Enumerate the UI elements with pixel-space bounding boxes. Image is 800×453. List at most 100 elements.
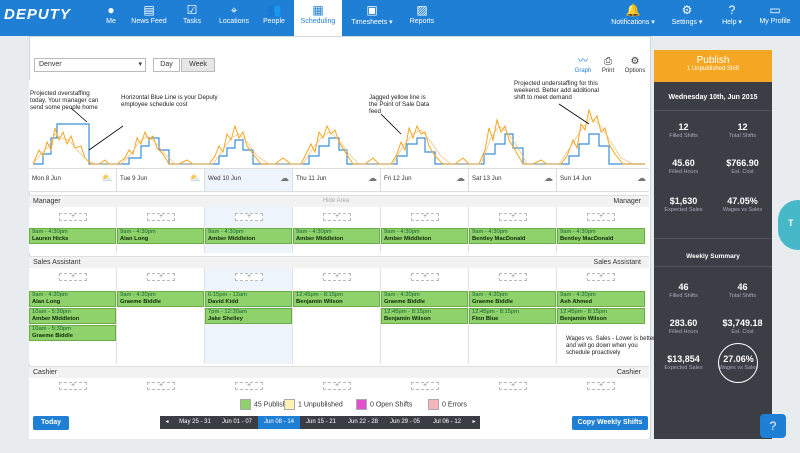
shift-card[interactable]: 12:45pm - 8:15pm Benjamin Wilson bbox=[381, 308, 468, 324]
add-shift-button[interactable]: + bbox=[147, 273, 175, 281]
stat-day-expected-sales: $1,630 Expected Sales bbox=[664, 196, 703, 213]
copy-weekly-shifts-button[interactable]: Copy Weekly Shifts bbox=[572, 416, 648, 430]
pos-sales-line-2 bbox=[32, 117, 634, 165]
add-shift-button[interactable]: + bbox=[235, 213, 263, 221]
day-tue[interactable]: Tue 9 Jun ⛅ bbox=[117, 169, 205, 191]
shift-card[interactable]: 9am - 4:30pm Alan Long bbox=[117, 228, 204, 244]
day-wed[interactable]: Wed 10 Jun ☁ bbox=[205, 169, 293, 191]
nav-locations[interactable]: ⌖ Locations bbox=[214, 0, 254, 36]
stat-day-est-cost: $766.90 Est. Cost bbox=[726, 158, 759, 175]
shift-card[interactable]: 9am - 4:30pm Bentley MacDonald bbox=[469, 228, 556, 244]
area-sales-header: Sales Assistant Sales Assistant bbox=[29, 256, 649, 268]
day-fri[interactable]: Fri 12 Jun ☁ bbox=[381, 169, 469, 191]
week-option[interactable]: Jun 22 - 28 bbox=[347, 419, 379, 425]
shift-card[interactable]: 9am - 4:30pm Bentley MacDonald bbox=[557, 228, 645, 244]
shift-card[interactable]: 10am - 5:30pm Amber Middleton bbox=[29, 308, 116, 324]
chat-bubble[interactable]: T bbox=[778, 200, 800, 250]
week-option[interactable]: Jul 06 - 12 bbox=[432, 419, 462, 425]
add-shift-button[interactable]: + bbox=[499, 213, 527, 221]
shift-card[interactable]: 12:45pm - 8:15pm Benjamin Wilson bbox=[293, 291, 380, 307]
add-shift-button[interactable]: + bbox=[499, 273, 527, 281]
nav-scheduling[interactable]: ▦ Scheduling bbox=[294, 0, 342, 36]
add-shift-button[interactable]: + bbox=[587, 382, 615, 390]
day-mon[interactable]: Mon 8 Jun ⛅ bbox=[29, 169, 117, 191]
location-select[interactable]: Denver ▾ bbox=[34, 58, 146, 72]
nav-reports[interactable]: ▨ Reports bbox=[402, 0, 442, 36]
nav-me[interactable]: ● Me bbox=[95, 0, 127, 36]
week-option[interactable]: May 25 - 31 bbox=[179, 419, 211, 425]
nav-profile[interactable]: ▭ My Profile bbox=[752, 0, 798, 36]
shift-card[interactable]: 9am - 4:30pm Amber Middleton bbox=[381, 228, 468, 244]
shift-card[interactable]: 12:45pm - 8:15pm Finn Blue bbox=[469, 308, 556, 324]
nav-tasks[interactable]: ☑ Tasks bbox=[172, 0, 212, 36]
add-shift-button[interactable]: + bbox=[59, 382, 87, 390]
week-next-icon[interactable]: ▸ bbox=[472, 419, 476, 425]
add-shift-button[interactable]: + bbox=[59, 213, 87, 221]
nav-help[interactable]: ? Help ▾ bbox=[714, 0, 750, 36]
shift-card[interactable]: 12:45pm - 8:15pm Benjamin Wilson bbox=[557, 308, 645, 324]
week-view-button[interactable]: Week bbox=[181, 58, 215, 72]
add-shift-button[interactable]: + bbox=[587, 273, 615, 281]
add-shift-button[interactable]: + bbox=[323, 382, 351, 390]
nav-newsfeed[interactable]: ▤ News Feed bbox=[128, 0, 170, 36]
add-shift-button[interactable]: + bbox=[235, 382, 263, 390]
today-button[interactable]: Today bbox=[33, 416, 69, 430]
nav-notifications[interactable]: 🔔 Notifications ▾ bbox=[606, 0, 660, 36]
add-shift-button[interactable]: + bbox=[147, 213, 175, 221]
stat-week-est-cost: $3,749.18 Est. Cost bbox=[722, 318, 763, 335]
add-shift-button[interactable]: + bbox=[147, 382, 175, 390]
add-shift-button[interactable]: + bbox=[411, 213, 439, 221]
shift-card[interactable]: 9am - 4:30pm Amber Middleton bbox=[293, 228, 380, 244]
week-option[interactable]: Jun 01 - 07 bbox=[221, 419, 253, 425]
shift-card[interactable]: 9am - 4:30pm Graeme Biddle bbox=[381, 291, 468, 307]
shift-card[interactable]: 9am - 4:30pm Lauren Hicks bbox=[29, 228, 116, 244]
week-navigator: ◂ May 25 - 31 Jun 01 - 07 Jun 08 - 14 Ju… bbox=[160, 416, 480, 429]
shift-card[interactable]: 9am - 4:30pm Graeme Biddle bbox=[117, 291, 204, 307]
add-shift-button[interactable]: + bbox=[587, 213, 615, 221]
pos-sales-line bbox=[32, 108, 645, 165]
stat-day-wages-vs-sales: 47.05% Wages vs Sales bbox=[722, 196, 763, 213]
add-shift-button[interactable]: + bbox=[411, 273, 439, 281]
graph-button[interactable]: 〰 Graph bbox=[572, 56, 594, 74]
area-cashier-header: Cashier Cashier bbox=[29, 366, 649, 378]
nav-people[interactable]: 👥 People bbox=[256, 0, 292, 36]
map-pin-icon: ⌖ bbox=[230, 3, 238, 17]
day-sun[interactable]: Sun 14 Jun ☁ bbox=[560, 173, 646, 183]
week-option[interactable]: Jun 15 - 21 bbox=[305, 419, 337, 425]
hide-area-button[interactable]: Hide Area bbox=[308, 198, 364, 207]
add-shift-button[interactable]: + bbox=[499, 382, 527, 390]
nav-timesheets[interactable]: ▣ Timesheets ▾ bbox=[344, 0, 400, 36]
shift-card[interactable]: 7pm - 12:30am Jake Shelley bbox=[205, 308, 292, 324]
shift-card[interactable]: 9am - 4:30pm Ash Ahmed bbox=[557, 291, 645, 307]
stat-week-filled-hours: 283.60 Filled Hours bbox=[668, 318, 699, 335]
cloud-sun-icon: ⛅ bbox=[189, 173, 201, 183]
week-prev-icon[interactable]: ◂ bbox=[165, 419, 169, 425]
add-shift-button[interactable]: + bbox=[59, 273, 87, 281]
shift-card[interactable]: 9am - 4:30pm Amber Middleton bbox=[205, 228, 292, 244]
shift-card[interactable]: 6:15pm - 12am David Kidd bbox=[205, 291, 292, 307]
options-button[interactable]: ⚙ Options bbox=[622, 56, 648, 74]
add-shift-button[interactable]: + bbox=[323, 273, 351, 281]
cloud-rain-icon: ☁ bbox=[544, 173, 553, 183]
print-button[interactable]: ⎙ Print bbox=[598, 56, 618, 74]
tasks-icon: ☑ bbox=[186, 3, 198, 17]
day-sat[interactable]: Sat 13 Jun ☁ bbox=[469, 169, 557, 191]
legend-open: 0 Open Shifts bbox=[356, 399, 412, 410]
errors-swatch bbox=[428, 399, 439, 410]
shift-card[interactable]: 9am - 4:30pm Alan Long bbox=[29, 291, 116, 307]
deputy-logo[interactable]: DEPUTY bbox=[4, 6, 71, 23]
add-shift-button[interactable]: + bbox=[323, 213, 351, 221]
day-thu[interactable]: Thu 11 Jun ☁ bbox=[293, 169, 381, 191]
add-shift-button[interactable]: + bbox=[411, 382, 439, 390]
day-view-button[interactable]: Day bbox=[153, 58, 180, 72]
week-option-current[interactable]: Jun 08 - 14 bbox=[258, 416, 300, 429]
add-shift-button[interactable]: + bbox=[235, 273, 263, 281]
published-swatch bbox=[240, 399, 251, 410]
week-option[interactable]: Jun 29 - 05 bbox=[389, 419, 421, 425]
graph-icon: 〰 bbox=[578, 56, 588, 67]
publish-button[interactable]: Publish 1 Unpublished Shift bbox=[654, 50, 772, 82]
shift-card[interactable]: 9am - 4:30pm Graeme Biddle bbox=[469, 291, 556, 307]
nav-settings[interactable]: ⚙ Settings ▾ bbox=[664, 0, 710, 36]
shift-card[interactable]: 10am - 5:30pm Graeme Biddle bbox=[29, 325, 116, 341]
help-chat-icon[interactable]: ? bbox=[760, 414, 786, 438]
